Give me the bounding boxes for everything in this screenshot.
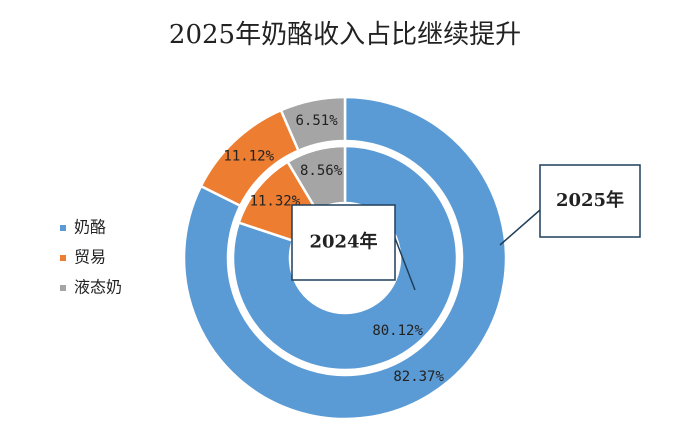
callout-line bbox=[499, 209, 541, 246]
callout-label: 2025年 bbox=[556, 189, 624, 211]
slice bbox=[182, 95, 508, 421]
legend-label: 奶酪 bbox=[74, 218, 106, 237]
chart-title: 2025年奶酪收入占比继续提升 bbox=[169, 20, 521, 50]
legend-swatch bbox=[60, 225, 66, 231]
value-label: 6.51% bbox=[295, 113, 338, 129]
legend-swatch bbox=[60, 285, 66, 291]
legend-label: 液态奶 bbox=[74, 278, 122, 297]
value-label: 8.56% bbox=[300, 163, 343, 179]
callout-line bbox=[394, 237, 416, 291]
slice bbox=[231, 144, 459, 372]
slice bbox=[279, 95, 347, 153]
value-label: 80.12% bbox=[372, 323, 423, 339]
callout-box bbox=[539, 164, 641, 238]
callout-label: 2024年 bbox=[309, 231, 377, 253]
value-label: 11.32% bbox=[250, 194, 301, 210]
legend-label: 贸易 bbox=[74, 248, 106, 267]
legend-swatch bbox=[60, 255, 66, 261]
value-label: 82.37% bbox=[393, 369, 444, 385]
value-label: 11.12% bbox=[223, 148, 274, 164]
callout-box bbox=[291, 204, 396, 281]
